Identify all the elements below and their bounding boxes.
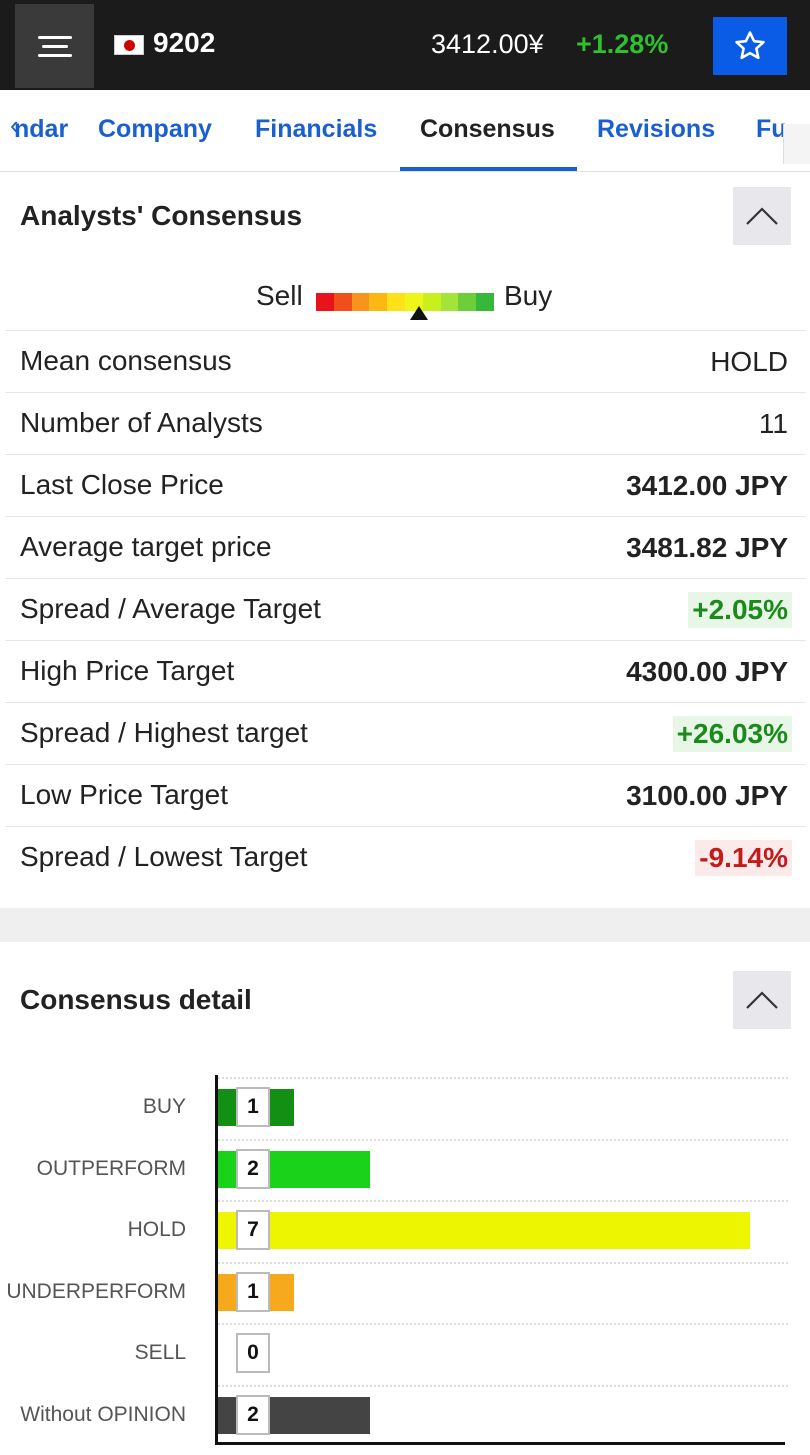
table-row: High Price Target 4300.00 JPY xyxy=(5,640,806,702)
menu-button[interactable] xyxy=(15,4,94,88)
chart-y-axis xyxy=(215,1075,218,1445)
tab-company[interactable]: Company xyxy=(98,115,212,143)
row-label: Number of Analysts xyxy=(20,407,263,438)
bar-value-label: 0 xyxy=(236,1333,270,1373)
gauge-segment xyxy=(316,293,334,311)
gauge-buy-label: Buy xyxy=(504,280,553,311)
chart-gridline xyxy=(218,1384,788,1387)
detail-title: Consensus detail xyxy=(20,984,252,1015)
table-row: Mean consensus HOLD xyxy=(5,330,806,392)
table-row: Last Close Price 3412.00 JPY xyxy=(5,454,806,516)
table-row: Number of Analysts 11 xyxy=(5,392,806,454)
analysts-consensus-card: Analysts' Consensus Sell Buy Mean consen… xyxy=(0,172,810,908)
chevron-up-icon xyxy=(746,207,778,225)
gauge-segment xyxy=(440,293,459,311)
table-row: Low Price Target 3100.00 JPY xyxy=(5,764,806,826)
category-label: HOLD xyxy=(127,1218,186,1241)
ticker-symbol: 9202 xyxy=(153,27,216,58)
row-label: Spread / Lowest Target xyxy=(20,841,308,872)
gauge-segment xyxy=(387,293,405,311)
section-tabs: ndar ‹ Company Financials Consensus Revi… xyxy=(0,90,810,172)
collapse-consensus-button[interactable] xyxy=(733,187,791,245)
bar-value-label: 7 xyxy=(236,1210,270,1250)
category-label: Without OPINION xyxy=(20,1402,186,1426)
top-bar: 9202 3412.00¥ +1.28% xyxy=(0,0,810,90)
gauge-segment xyxy=(351,293,370,311)
gauge-segment xyxy=(369,293,388,311)
row-label: Last Close Price xyxy=(20,469,224,500)
table-row: Spread / Lowest Target -9.14% xyxy=(5,826,806,888)
scroll-left-icon[interactable]: ‹ xyxy=(10,110,19,140)
bar-value-label: 1 xyxy=(236,1271,270,1312)
gauge-pointer-icon xyxy=(410,306,428,320)
scroll-right-area[interactable] xyxy=(783,124,810,164)
chevron-up-icon xyxy=(746,991,778,1009)
chart-bar xyxy=(218,1212,750,1249)
row-value: +26.03% xyxy=(672,716,792,752)
bar-value-label: 1 xyxy=(236,1087,270,1127)
consensus-gauge xyxy=(316,293,494,311)
tab-more[interactable]: Fu xyxy=(756,115,787,143)
row-label: Average target price xyxy=(20,531,272,562)
consensus-detail-card: Consensus detail BUY 1 OUTPERFORM 2 HOLD 7 UND… xyxy=(0,942,810,1455)
tab-financials[interactable]: Financials xyxy=(255,115,378,143)
row-value: 4300.00 JPY xyxy=(626,656,788,687)
chart-gridline xyxy=(218,1323,788,1325)
row-label: High Price Target xyxy=(20,655,235,686)
active-tab-indicator xyxy=(400,167,577,171)
price-change: +1.28% xyxy=(576,29,669,59)
japan-flag-icon xyxy=(114,35,144,55)
tab-calendar[interactable]: ndar xyxy=(14,115,69,143)
chart-gridline xyxy=(218,1077,788,1079)
gauge-segment xyxy=(333,293,352,311)
hamburger-menu-icon xyxy=(37,30,72,63)
category-label: SELL xyxy=(134,1341,186,1364)
chart-gridline xyxy=(218,1261,788,1264)
gauge-segment xyxy=(476,293,494,311)
tab-consensus[interactable]: Consensus xyxy=(420,115,555,143)
consensus-table: Mean consensus HOLD Number of Analysts 11 La… xyxy=(5,330,806,888)
collapse-detail-button[interactable] xyxy=(733,971,791,1029)
row-label: Mean consensus xyxy=(20,345,232,376)
row-value: +2.05% xyxy=(688,592,792,628)
gauge-segment xyxy=(458,293,477,311)
table-row: Spread / Average Target +2.05% xyxy=(5,578,806,640)
category-label: UNDERPERFORM xyxy=(6,1279,186,1303)
row-value: HOLD xyxy=(710,346,788,377)
chart-gridline xyxy=(218,1138,788,1141)
consensus-detail-chart: BUY 1 OUTPERFORM 2 HOLD 7 UNDERPERFORM 1 SELL 0 Wi… xyxy=(0,942,810,1455)
consensus-title: Analysts' Consensus xyxy=(20,200,303,231)
favorite-button[interactable] xyxy=(713,17,787,75)
bar-value-label: 2 xyxy=(236,1148,270,1189)
bar-value-label: 2 xyxy=(236,1394,270,1435)
row-value: 3412.00 JPY xyxy=(626,470,788,501)
row-value: 3481.82 JPY xyxy=(626,532,788,563)
row-label: Low Price Target xyxy=(20,779,229,810)
row-value: 3100.00 JPY xyxy=(626,780,788,811)
table-row: Spread / Highest target +26.03% xyxy=(5,702,806,764)
star-icon xyxy=(735,31,765,60)
chart-x-axis xyxy=(215,1442,785,1445)
category-label: BUY xyxy=(142,1095,186,1118)
row-value: -9.14% xyxy=(695,840,792,876)
gauge-sell-label: Sell xyxy=(256,280,303,311)
table-row: Average target price 3481.82 JPY xyxy=(5,516,806,578)
last-price: 3412.00¥ xyxy=(431,29,544,59)
row-value: 11 xyxy=(758,408,788,439)
tab-revisions[interactable]: Revisions xyxy=(597,115,716,143)
chart-gridline xyxy=(218,1200,788,1202)
row-label: Spread / Average Target xyxy=(20,593,321,624)
category-label: OUTPERFORM xyxy=(36,1156,186,1180)
row-label: Spread / Highest target xyxy=(20,717,308,748)
